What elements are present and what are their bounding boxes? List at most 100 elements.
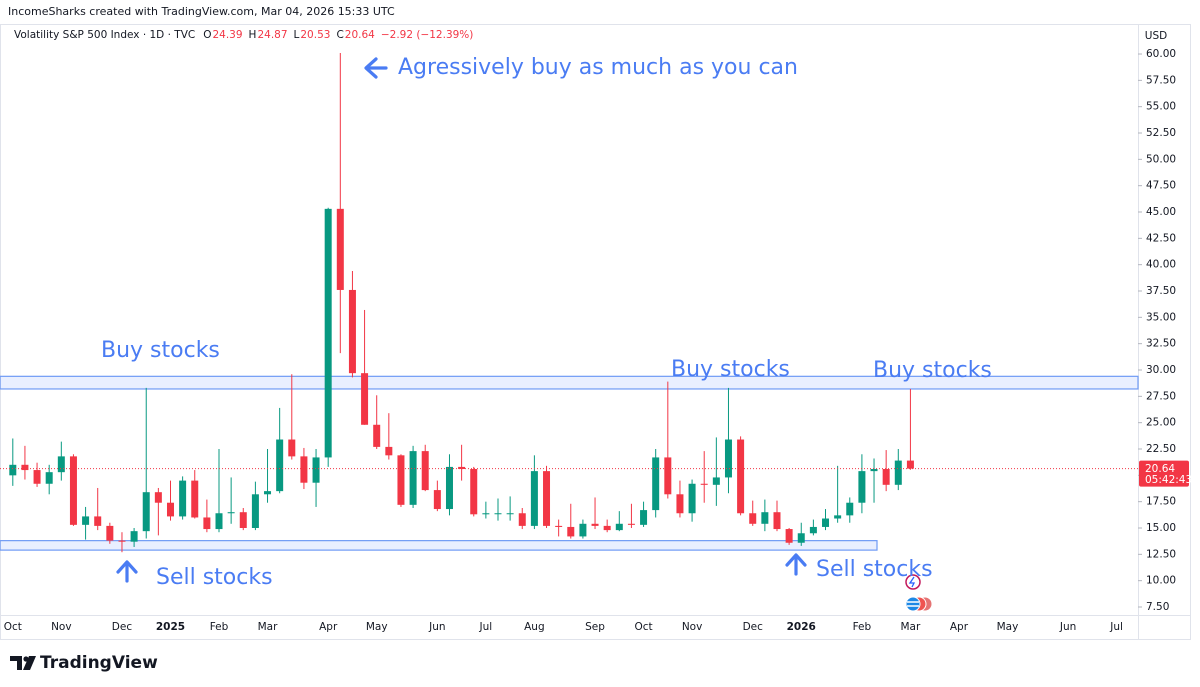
annotation: Sell stocks — [816, 557, 933, 582]
x-tick-label: Nov — [682, 621, 703, 633]
candle-body — [336, 208, 344, 290]
x-tick-label: Mar — [258, 621, 278, 633]
candle-body — [640, 510, 648, 525]
candle-body — [846, 502, 854, 516]
candle-body — [288, 439, 296, 457]
y-tick-label: 57.50 — [1146, 74, 1176, 86]
y-tick-label: 27.50 — [1146, 390, 1176, 402]
candle-body — [215, 513, 223, 530]
x-tick-label: Jul — [1109, 621, 1123, 633]
legend-change: −2.92 (−12.39%) — [381, 29, 474, 41]
x-tick-label: Nov — [51, 621, 72, 633]
candle-body — [894, 460, 902, 485]
annotation: Sell stocks — [156, 565, 273, 590]
x-tick-label: May — [366, 621, 388, 633]
candle-body — [834, 515, 842, 519]
currency: USD — [1145, 30, 1167, 42]
candle-body — [591, 523, 599, 526]
y-tick-label: 37.50 — [1146, 285, 1176, 297]
candle-body — [518, 513, 526, 526]
candle-body — [191, 480, 199, 518]
candle-body — [543, 471, 551, 526]
annotation: Buy stocks — [873, 358, 992, 383]
arrow-up — [785, 553, 807, 576]
candle-body — [567, 526, 575, 537]
candle-body — [494, 513, 502, 515]
y-tick-label: 17.50 — [1146, 496, 1176, 508]
y-tick-label: 30.00 — [1146, 364, 1176, 376]
arrow-left — [364, 57, 388, 79]
candle-body — [712, 477, 720, 485]
x-tick-label: Sep — [585, 621, 605, 633]
legend-label: H — [249, 29, 257, 41]
candle-body — [785, 529, 793, 543]
x-tick-label: Jul — [479, 621, 493, 633]
x-tick-label: 2025 — [156, 621, 185, 633]
candle-body — [445, 466, 453, 510]
candle-body — [251, 494, 259, 528]
x-tick-label: Jun — [428, 621, 445, 633]
logo-mark — [23, 656, 36, 670]
candle-body — [627, 523, 635, 525]
candle-body — [458, 466, 466, 470]
candle-body — [312, 457, 320, 483]
x-tick-label: May — [997, 621, 1019, 633]
candle-body — [761, 512, 769, 524]
candle-body — [179, 480, 187, 517]
y-tick-label: 7.50 — [1146, 601, 1169, 613]
y-tick-label: 50.00 — [1146, 153, 1176, 165]
candle-body — [348, 289, 356, 374]
annotation: Buy stocks — [101, 338, 220, 363]
legend-title: Volatility S&P 500 Index · 1D · TVC — [14, 29, 195, 41]
legend-value: 20.53 — [300, 29, 330, 41]
x-tick-label: Jun — [1059, 621, 1076, 633]
candle-body — [858, 471, 866, 503]
candle-body — [809, 526, 817, 534]
candle-body — [9, 464, 17, 476]
y-tick-label: 12.50 — [1146, 548, 1176, 560]
candle-body — [130, 531, 138, 542]
candle-body — [142, 492, 150, 532]
candle-body — [106, 525, 114, 541]
candle-body — [264, 491, 272, 495]
candle-body — [324, 208, 332, 458]
y-tick-label: 15.00 — [1146, 522, 1176, 534]
candle-body — [300, 456, 308, 483]
candle-body — [773, 512, 781, 530]
x-tick-label: Dec — [112, 621, 133, 633]
logo-mark — [10, 656, 22, 670]
x-tick-label: Oct — [4, 621, 22, 633]
event-icon-glyph — [908, 576, 916, 588]
zone — [0, 540, 878, 551]
x-tick-label: Feb — [853, 621, 872, 633]
event-icon-glyph — [907, 601, 919, 607]
candle-body — [373, 424, 381, 447]
candle-body — [676, 494, 684, 514]
legend-label: L — [294, 29, 300, 41]
y-tick-label: 25.00 — [1146, 417, 1176, 429]
candle-body — [664, 457, 672, 495]
event-icon[interactable] — [905, 596, 921, 612]
annotation: Buy stocks — [671, 357, 790, 382]
event-icon[interactable] — [905, 574, 921, 590]
x-tick-label: Dec — [743, 621, 764, 633]
candle-body — [749, 513, 757, 524]
x-tick-label: Oct — [634, 621, 652, 633]
y-tick-label: 40.00 — [1146, 259, 1176, 271]
candle-body — [603, 525, 611, 531]
candle-body — [724, 439, 732, 478]
candle-body — [688, 483, 696, 514]
x-tick-label: Mar — [901, 621, 921, 633]
candle-body — [737, 439, 745, 514]
legend: Volatility S&P 500 Index · 1D · TVC O 24.3… — [14, 29, 473, 41]
legend-value: 24.39 — [212, 29, 242, 41]
candle-body — [276, 439, 284, 492]
candle-body — [239, 512, 247, 528]
candle-body — [203, 517, 211, 530]
annotation: Agressively buy as much as you can — [398, 55, 798, 80]
candle-body — [482, 513, 490, 515]
y-tick-label: 47.50 — [1146, 180, 1176, 192]
candle-body — [154, 492, 162, 503]
legend-label: O — [203, 29, 211, 41]
